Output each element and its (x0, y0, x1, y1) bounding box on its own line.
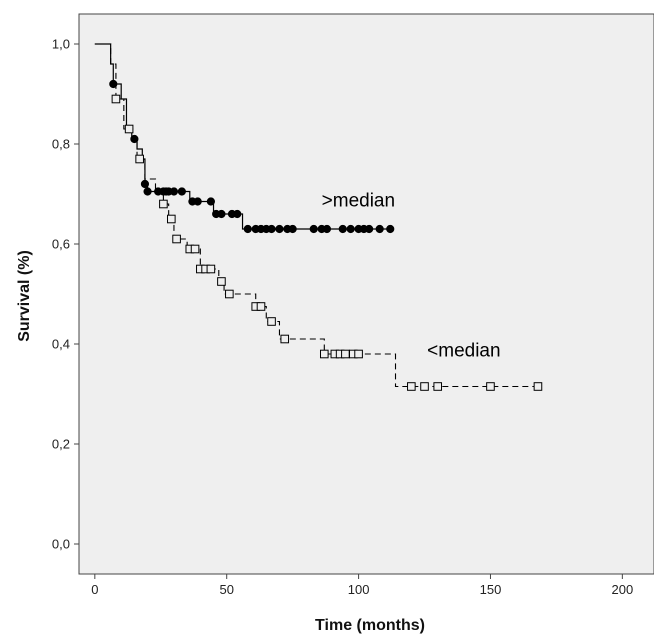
censor-marker-above (140, 179, 150, 189)
censor-marker-below (256, 302, 266, 311)
censor-marker-above (309, 224, 318, 234)
censor-marker-below (319, 349, 329, 359)
censor-marker-above (206, 197, 215, 206)
censor-marker-below (217, 277, 226, 286)
annotations: >median <median (322, 191, 501, 362)
y-axis-title: Survival (%) (16, 250, 33, 342)
censor-marker-above (243, 224, 252, 234)
y-tick-label: 0,0 (52, 537, 70, 552)
y-tick-label: 0,2 (52, 437, 70, 452)
censor-marker-below (354, 349, 363, 359)
axes: 0 50 100 150 200 0,0 0,2 0,4 0,6 0,8 1,0 (52, 37, 633, 598)
censor-marker-above (109, 79, 118, 89)
censor-marker-below (420, 382, 429, 391)
censor-marker-below (267, 317, 276, 326)
censor-marker-below (124, 124, 134, 134)
censor-marker-below (159, 199, 168, 209)
x-axis-title: Time (months) (315, 617, 425, 634)
censor-marker-above (375, 224, 384, 234)
censor-marker-above (217, 209, 226, 219)
censor-marker-below (135, 154, 144, 164)
censor-marker-above (177, 187, 186, 196)
censor-marker-above (365, 224, 374, 234)
censor-marker-below (486, 382, 495, 391)
censor-marker-below (206, 264, 216, 274)
x-tick-label: 100 (348, 582, 370, 597)
x-tick-label: 150 (480, 582, 502, 597)
y-tick-label: 0,6 (52, 237, 70, 252)
censor-marker-below (111, 94, 121, 104)
censor-marker-above (169, 187, 179, 196)
censor-marker-below (225, 289, 234, 299)
x-tick-label: 0 (91, 582, 98, 597)
censor-marker-above (267, 224, 276, 234)
censor-marker-above (143, 187, 152, 196)
censor-marker-below (407, 382, 416, 391)
censor-marker-above (233, 209, 242, 219)
censor-marker-above (288, 224, 297, 234)
y-tick-label: 0,8 (52, 137, 70, 152)
censor-marker-above (130, 134, 139, 144)
censor-marker-above (338, 224, 347, 234)
censor-marker-below (172, 234, 181, 244)
annotation-label: <median (427, 341, 500, 362)
censor-marker-below (433, 382, 443, 391)
censor-marker-below (280, 334, 290, 344)
censor-marker-above (193, 197, 202, 206)
censor-marker-above (346, 224, 355, 234)
censor-marker-below (533, 382, 543, 391)
y-tick-label: 0,4 (52, 337, 70, 352)
censor-marker-below (167, 214, 176, 224)
censor-marker-above (386, 224, 395, 234)
markers-layer (109, 79, 543, 391)
y-tick-label: 1,0 (52, 37, 70, 52)
censor-marker-above (322, 224, 332, 234)
censor-marker-below (190, 244, 200, 254)
censor-marker-below (341, 349, 350, 359)
x-tick-label: 50 (219, 582, 233, 597)
annotation-label: >median (322, 191, 395, 212)
plot-background (78, 13, 654, 575)
x-tick-label: 200 (611, 582, 633, 597)
censor-marker-above (275, 224, 284, 234)
